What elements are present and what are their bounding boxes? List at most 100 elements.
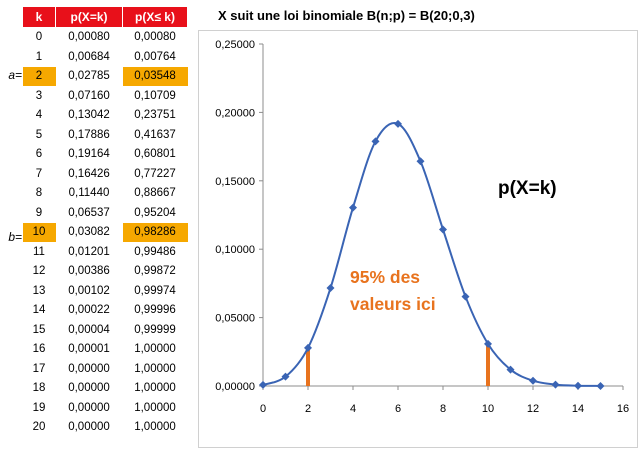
cell-pmf: 0,00000 — [68, 382, 110, 395]
probability-table: k p(X=k) p(X≤ k) 0 0,00080 0,00080 1 0,00684… — [22, 6, 188, 437]
data-point — [484, 339, 492, 348]
annotation-label: 95% des valeurs ici — [350, 267, 436, 314]
cell-k: 15 — [32, 323, 46, 336]
data-point — [371, 137, 380, 146]
cell-pmf: 0,00022 — [68, 304, 110, 317]
cell-pmf: 0,00000 — [68, 401, 110, 414]
table-row: 11 0,01201 0,99486 — [23, 242, 188, 262]
cell-k: 8 — [35, 187, 43, 200]
cell-pmf: 0,06537 — [68, 206, 110, 219]
chart-title: X suit une loi binomiale B(n;p) = B(20;0… — [218, 8, 475, 23]
cell-pmf: 0,16426 — [68, 167, 110, 180]
cell-k: 0 — [35, 31, 43, 44]
cell-cdf: 0,99872 — [134, 265, 176, 278]
cell-pmf: 0,00000 — [68, 421, 110, 434]
cell-cdf: 0,23751 — [134, 109, 176, 122]
cell-k: 4 — [35, 109, 43, 122]
label-a: a= — [8, 68, 22, 82]
cell-pmf: 0,03082 — [68, 226, 110, 239]
table-row: 13 0,00102 0,99974 — [23, 281, 188, 301]
cell-pmf: 0,11440 — [68, 187, 110, 200]
cell-k: 5 — [35, 128, 43, 141]
data-point — [551, 380, 560, 389]
series-label: p(X=k) — [498, 178, 557, 199]
cell-cdf: 0,41637 — [134, 128, 176, 141]
cell-cdf: 0,10709 — [134, 89, 176, 102]
cell-k: 6 — [35, 148, 43, 161]
cell-cdf: 0,95204 — [134, 206, 176, 219]
cell-cdf: 1,00000 — [134, 362, 176, 375]
table-row: 15 0,00004 0,99999 — [23, 320, 188, 340]
cell-pmf: 0,00684 — [68, 50, 110, 63]
table-row: 0 0,00080 0,00080 — [23, 27, 188, 47]
cell-cdf: 0,99974 — [134, 284, 176, 297]
cell-pmf: 0,00102 — [68, 284, 110, 297]
cell-cdf: 0,77227 — [134, 167, 176, 180]
data-point — [439, 225, 447, 234]
cell-cdf: 0,03548 — [122, 66, 188, 86]
data-point — [596, 381, 605, 390]
header-cdf: p(X≤ k) — [122, 6, 188, 28]
table-row: 14 0,00022 0,99996 — [23, 301, 188, 321]
cell-pmf: 0,13042 — [68, 109, 110, 122]
cell-cdf: 1,00000 — [134, 382, 176, 395]
header-pmf: p(X=k) — [55, 6, 123, 28]
table-row: 10 0,03082 0,98286 — [22, 222, 188, 242]
y-tick-label: 0,05000 — [215, 313, 255, 325]
cell-k: 20 — [32, 421, 46, 434]
cell-pmf: 0,19164 — [68, 148, 110, 161]
data-point — [394, 119, 402, 128]
table-row: 1 0,00684 0,00764 — [23, 47, 188, 67]
cell-k: 12 — [32, 265, 46, 278]
x-tick-label: 0 — [260, 403, 266, 415]
cell-cdf: 0,99486 — [134, 245, 176, 258]
cell-cdf: 0,60801 — [134, 148, 176, 161]
cell-k: 14 — [32, 304, 46, 317]
cell-k: 2 — [22, 66, 56, 86]
cell-k: 16 — [32, 343, 46, 356]
cell-k: 13 — [32, 284, 46, 297]
cell-pmf: 0,00001 — [68, 343, 110, 356]
cell-k: 17 — [32, 362, 46, 375]
cell-pmf: 0,07160 — [68, 89, 110, 102]
table-row: 17 0,00000 1,00000 — [23, 359, 188, 379]
cell-cdf: 0,98286 — [122, 222, 188, 242]
data-point — [259, 380, 267, 389]
table-row: 2 0,02785 0,03548 — [22, 66, 188, 86]
table-row: 18 0,00000 1,00000 — [23, 379, 188, 399]
cell-k: 18 — [32, 382, 46, 395]
data-point — [281, 372, 290, 381]
cell-cdf: 0,00764 — [134, 50, 176, 63]
table-header-row: k p(X=k) p(X≤ k) — [22, 6, 188, 28]
cell-pmf: 0,00386 — [68, 265, 110, 278]
cell-pmf: 0,01201 — [68, 245, 110, 258]
x-tick-label: 10 — [482, 403, 494, 415]
data-point — [461, 292, 470, 301]
y-tick-label: 0,25000 — [215, 39, 255, 51]
table-row: 5 0,17886 0,41637 — [23, 125, 188, 145]
table-row: 12 0,00386 0,99872 — [23, 262, 188, 282]
x-tick-label: 2 — [305, 403, 311, 415]
header-k: k — [22, 6, 56, 28]
y-tick-label: 0,10000 — [215, 244, 255, 256]
x-tick-label: 4 — [350, 403, 356, 415]
cell-cdf: 0,99999 — [134, 323, 176, 336]
cell-cdf: 0,99996 — [134, 304, 176, 317]
y-tick-label: 0,20000 — [215, 107, 255, 119]
cell-k: 10 — [22, 222, 56, 242]
cell-cdf: 1,00000 — [134, 343, 176, 356]
cell-k: 9 — [35, 206, 43, 219]
cell-k: 7 — [35, 167, 43, 180]
table-row: 6 0,19164 0,60801 — [23, 145, 188, 165]
table-row: 7 0,16426 0,77227 — [23, 164, 188, 184]
cell-pmf: 0,00004 — [68, 323, 110, 336]
data-point — [326, 284, 335, 293]
x-tick-label: 14 — [572, 403, 584, 415]
cell-pmf: 0,02785 — [68, 70, 110, 83]
x-tick-label: 8 — [440, 403, 446, 415]
table-row: 19 0,00000 1,00000 — [23, 398, 188, 418]
label-b: b= — [8, 230, 22, 244]
chart-area — [198, 30, 638, 448]
